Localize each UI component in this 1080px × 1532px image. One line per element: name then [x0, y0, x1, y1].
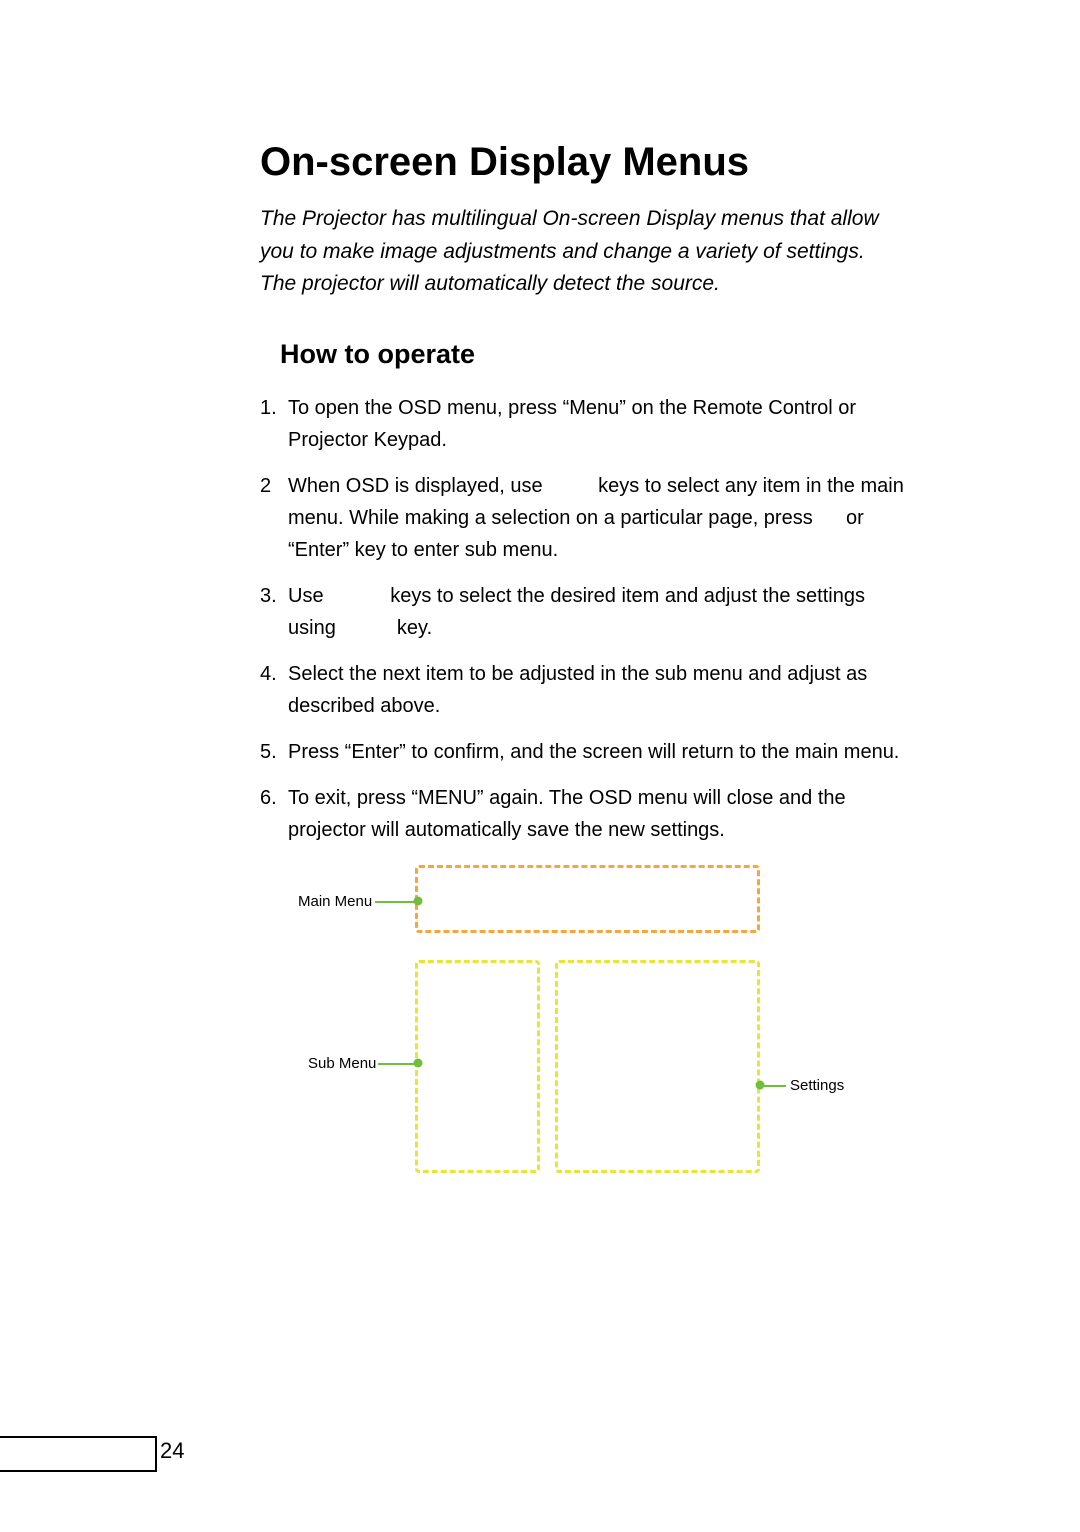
leader-dot: [414, 897, 423, 906]
settings-box: [555, 960, 760, 1173]
list-item: 1. To open the OSD menu, press “Menu” on…: [260, 392, 905, 456]
step-text: Select the next item to be adjusted in t…: [288, 658, 905, 722]
sub-menu-box: [415, 960, 540, 1173]
main-menu-box: [415, 865, 760, 933]
settings-label: Settings: [790, 1077, 844, 1094]
step-number: 3.: [260, 580, 288, 644]
page-number: 24: [160, 1438, 184, 1464]
section-subtitle: How to operate: [280, 339, 905, 370]
list-item: 5. Press “Enter” to confirm, and the scr…: [260, 736, 905, 768]
step-number: 6.: [260, 782, 288, 846]
main-menu-label: Main Menu: [298, 893, 372, 910]
step-number: 5.: [260, 736, 288, 768]
step-text: Use keys to select the desired item and …: [288, 580, 905, 644]
step-number: 4.: [260, 658, 288, 722]
intro-paragraph: The Projector has multilingual On-screen…: [260, 203, 905, 301]
step-number: 2: [260, 470, 288, 566]
list-item: 3. Use keys to select the desired item a…: [260, 580, 905, 644]
step-text: Press “Enter” to confirm, and the screen…: [288, 736, 905, 768]
step-text: To exit, press “MENU” again. The OSD men…: [288, 782, 905, 846]
footer-rule: [155, 1436, 157, 1470]
list-item: 6. To exit, press “MENU” again. The OSD …: [260, 782, 905, 846]
leader-line: [378, 1063, 416, 1065]
step-text: When OSD is displayed, use keys to selec…: [288, 470, 905, 566]
leader-line: [375, 901, 415, 903]
step-number: 1.: [260, 392, 288, 456]
list-item: 4. Select the next item to be adjusted i…: [260, 658, 905, 722]
footer-rule: [0, 1436, 155, 1438]
menu-diagram: Main Menu Sub Menu Settings: [260, 855, 900, 1215]
steps-list: 1. To open the OSD menu, press “Menu” on…: [260, 392, 905, 846]
page-title: On-screen Display Menus: [260, 140, 905, 185]
page-footer: 24: [0, 1436, 190, 1472]
leader-dot: [414, 1059, 423, 1068]
leader-dot: [756, 1081, 765, 1090]
list-item: 2 When OSD is displayed, use keys to sel…: [260, 470, 905, 566]
footer-rule: [0, 1470, 157, 1472]
sub-menu-label: Sub Menu: [308, 1055, 376, 1072]
step-text: To open the OSD menu, press “Menu” on th…: [288, 392, 905, 456]
